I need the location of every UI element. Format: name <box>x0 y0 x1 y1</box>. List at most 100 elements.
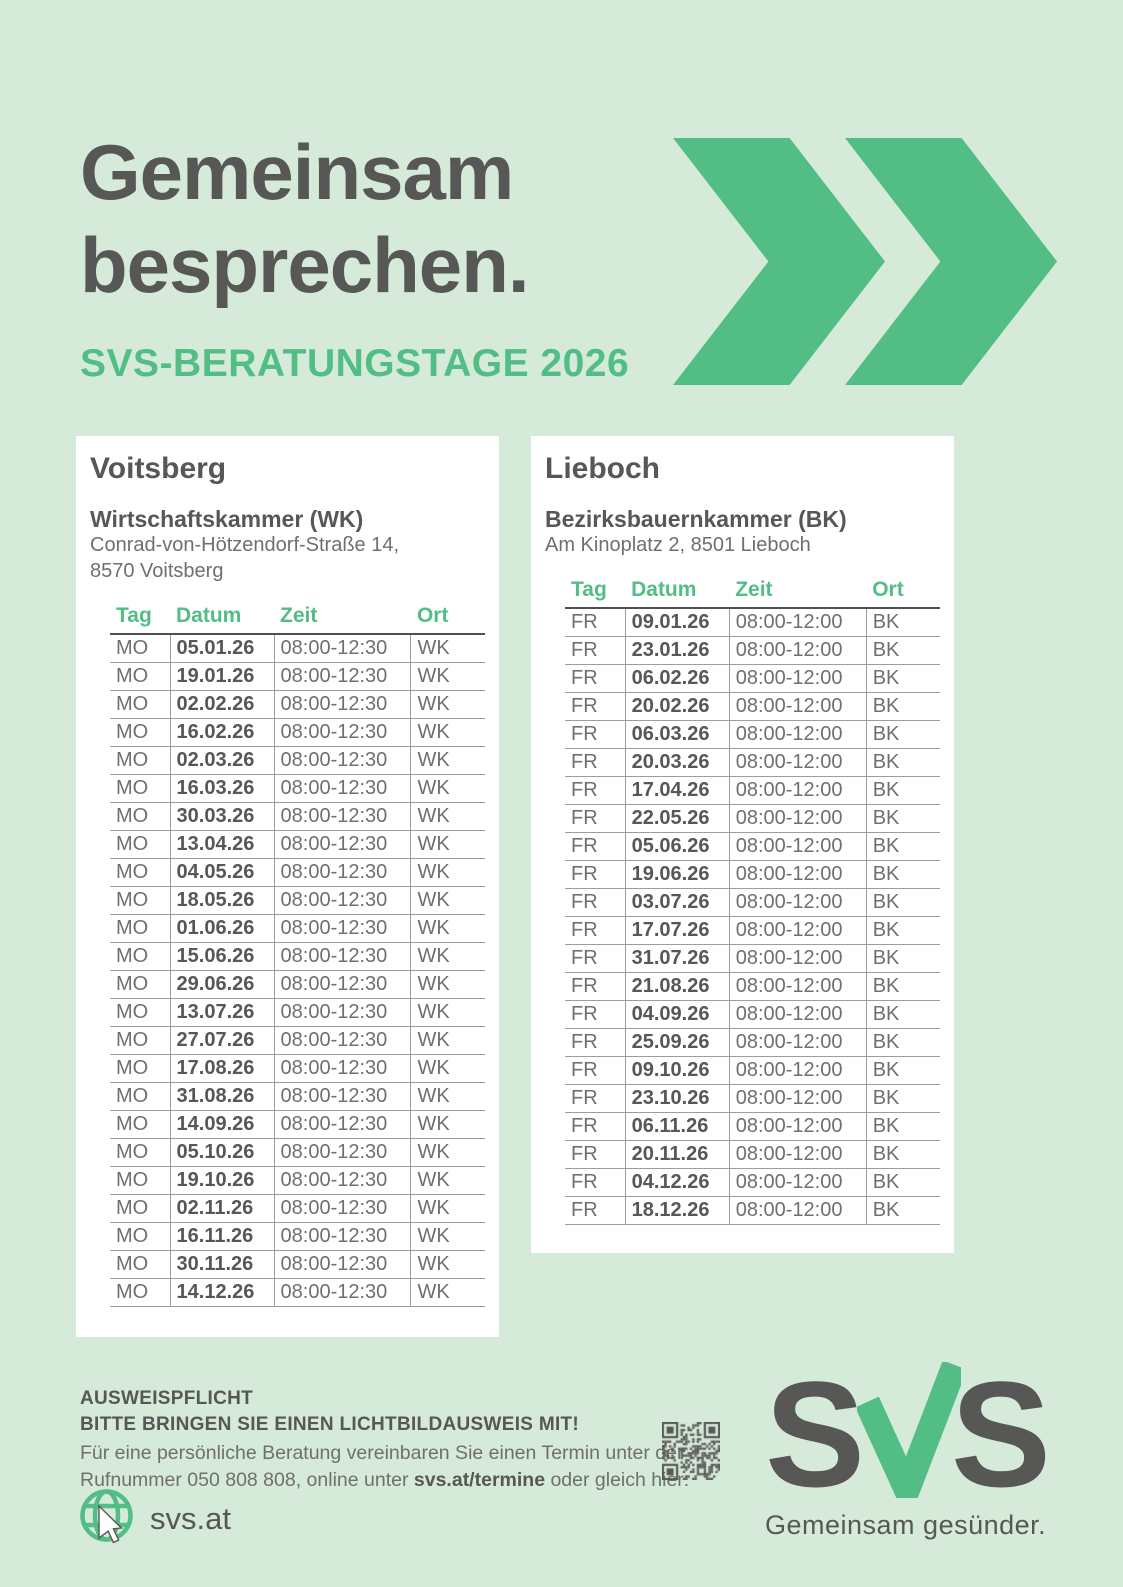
table-cell: 23.10.26 <box>624 1084 730 1113</box>
table-cell: 08:00-12:30 <box>273 1082 411 1111</box>
table-row: MO 14.12.26 08:00-12:30 WK <box>110 1278 485 1307</box>
table-cell: 08:00-12:30 <box>273 858 411 887</box>
table-cell: FR <box>565 1028 626 1057</box>
table-cell: 02.02.26 <box>169 690 275 719</box>
schedule-table: Tag Datum Zeit Ort FR 09.01.26 08:00-12:00… <box>565 578 940 1225</box>
website-url: svs.at <box>150 1500 231 1536</box>
table-cell: BK <box>865 608 940 637</box>
table-cell: MO <box>110 1138 171 1167</box>
table-row: MO 14.09.26 08:00-12:30 WK <box>110 1110 485 1139</box>
table-cell: 08:00-12:00 <box>728 664 867 693</box>
column-header-tag: Tag <box>110 604 171 635</box>
table-cell: FR <box>565 944 626 973</box>
table-row: MO 05.10.26 08:00-12:30 WK <box>110 1138 485 1167</box>
table-cell: 08:00-12:00 <box>728 1056 867 1085</box>
table-cell: 31.07.26 <box>624 944 730 973</box>
table-cell: 08:00-12:00 <box>728 888 867 917</box>
schedule-card-voitsberg: Voitsberg Wirtschaftskammer (WK) Conrad-… <box>76 436 499 1337</box>
table-row: MO 15.06.26 08:00-12:30 WK <box>110 942 485 971</box>
table-cell: MO <box>110 802 171 831</box>
table-cell: WK <box>410 746 485 775</box>
column-header-ort: Ort <box>410 604 485 635</box>
table-cell: 27.07.26 <box>169 1026 275 1055</box>
table-cell: FR <box>565 1112 626 1141</box>
table-cell: BK <box>865 1140 940 1169</box>
table-cell: 08:00-12:30 <box>273 1138 411 1167</box>
table-row: MO 01.06.26 08:00-12:30 WK <box>110 914 485 943</box>
table-row: FR 19.06.26 08:00-12:00 BK <box>565 860 940 889</box>
table-cell: 08:00-12:30 <box>273 942 411 971</box>
table-cell: 23.01.26 <box>624 636 730 665</box>
card-city-title: Lieboch <box>545 452 661 485</box>
table-cell: WK <box>410 1054 485 1083</box>
table-cell: 03.07.26 <box>624 888 730 917</box>
qr-code <box>662 1422 720 1480</box>
table-cell: MO <box>110 914 171 943</box>
column-header-ort: Ort <box>866 578 940 609</box>
table-cell: 08:00-12:00 <box>728 860 867 889</box>
table-cell: BK <box>865 1084 940 1113</box>
table-cell: 06.03.26 <box>624 720 730 749</box>
table-cell: WK <box>410 914 485 943</box>
page-title-line1: Gemeinsam <box>80 128 514 216</box>
table-cell: 08:00-12:00 <box>728 1084 867 1113</box>
table-cell: WK <box>410 942 485 971</box>
table-row: FR 03.07.26 08:00-12:00 BK <box>565 888 940 917</box>
table-cell: 08:00-12:00 <box>728 1140 867 1169</box>
table-cell: FR <box>565 860 626 889</box>
table-cell: WK <box>410 1222 485 1251</box>
table-cell: 08:00-12:30 <box>273 1278 411 1307</box>
table-cell: 05.01.26 <box>169 634 275 663</box>
card-address-line2: 8570 Voitsberg <box>90 560 224 582</box>
table-cell: 01.06.26 <box>169 914 275 943</box>
id-requirement-notice: AUSWEISPFLICHT BITTE BRINGEN SIE EINEN L… <box>80 1386 579 1438</box>
table-cell: MO <box>110 858 171 887</box>
table-body: MO 05.01.26 08:00-12:30 WK MO 19.01.26 08:00-1… <box>110 634 485 1307</box>
table-cell: 08:00-12:00 <box>728 972 867 1001</box>
table-cell: MO <box>110 1278 171 1307</box>
table-cell: FR <box>565 1168 626 1197</box>
table-row: FR 20.02.26 08:00-12:00 BK <box>565 692 940 721</box>
table-cell: 08:00-12:30 <box>273 746 411 775</box>
booking-info-line2: Rufnummer 050 808 808, online unter svs.… <box>80 1467 689 1494</box>
table-row: FR 23.01.26 08:00-12:00 BK <box>565 636 940 665</box>
table-cell: 20.11.26 <box>624 1140 730 1169</box>
table-cell: BK <box>865 832 940 861</box>
page-subtitle: SVS-BERATUNGSTAGE 2026 <box>80 342 630 385</box>
table-cell: 08:00-12:30 <box>273 998 411 1027</box>
table-cell: 08:00-12:00 <box>728 720 867 749</box>
table-row: MO 16.11.26 08:00-12:30 WK <box>110 1222 485 1251</box>
table-cell: 08:00-12:30 <box>273 914 411 943</box>
table-row: FR 20.11.26 08:00-12:00 BK <box>565 1140 940 1169</box>
table-cell: 08:00-12:30 <box>273 830 411 859</box>
card-venue: Bezirksbauernkammer (BK) <box>545 506 847 532</box>
table-row: MO 17.08.26 08:00-12:30 WK <box>110 1054 485 1083</box>
table-cell: WK <box>410 774 485 803</box>
table-cell: 19.06.26 <box>624 860 730 889</box>
table-cell: FR <box>565 664 626 693</box>
table-row: FR 17.07.26 08:00-12:00 BK <box>565 916 940 945</box>
table-cell: 08:00-12:30 <box>273 1222 411 1251</box>
logo-letter-s1: S <box>765 1350 866 1518</box>
table-cell: FR <box>565 1140 626 1169</box>
table-cell: 21.08.26 <box>624 972 730 1001</box>
page-title: Gemeinsam besprechen. <box>80 126 530 312</box>
table-cell: FR <box>565 832 626 861</box>
booking-info-line1: Für eine persönliche Beratung vereinbare… <box>80 1442 684 1464</box>
schedule-table: Tag Datum Zeit Ort MO 05.01.26 08:00-12:30… <box>110 604 485 1307</box>
booking-info: Für eine persönliche Beratung vereinbare… <box>80 1440 689 1494</box>
column-header-datum: Datum <box>625 578 730 609</box>
table-cell: 15.06.26 <box>169 942 275 971</box>
table-cell: 06.11.26 <box>624 1112 730 1141</box>
table-cell: WK <box>410 634 485 663</box>
table-cell: FR <box>565 804 626 833</box>
notice-line1: AUSWEISPFLICHT <box>80 1388 254 1409</box>
table-cell: BK <box>865 1112 940 1141</box>
table-cell: BK <box>865 1168 940 1197</box>
table-row: MO 05.01.26 08:00-12:30 WK <box>110 634 485 663</box>
table-cell: 16.02.26 <box>169 718 275 747</box>
globe-cursor-icon <box>80 1489 133 1544</box>
table-cell: FR <box>565 1196 626 1225</box>
table-cell: MO <box>110 1110 171 1139</box>
table-cell: 08:00-12:30 <box>273 662 411 691</box>
